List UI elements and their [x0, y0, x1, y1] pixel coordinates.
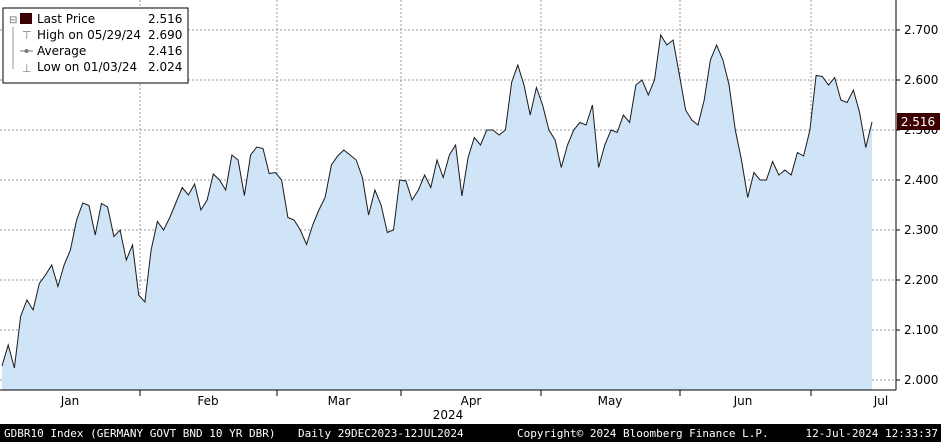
x-year-label: 2024: [433, 408, 464, 422]
footer-range: Daily 29DEC2023-12JUL2024: [298, 427, 464, 440]
legend-last-price-swatch: [20, 13, 32, 24]
x-tick-label: Apr: [461, 394, 482, 408]
y-tick-label: 2.000: [904, 373, 938, 387]
legend-average-label: Average: [37, 44, 86, 58]
legend-box: [2, 7, 189, 84]
x-tick-label: Jun: [733, 394, 753, 408]
footer-ticker-info: GDBR10 Index (GERMANY GOVT BND 10 YR DBR…: [4, 427, 276, 440]
series-area-fill: [2, 35, 872, 390]
legend-average-value: 2.416: [148, 44, 182, 58]
y-tick-label: 2.700: [904, 23, 938, 37]
legend-last-price-label: Last Price: [37, 12, 95, 26]
footer-copyright: Copyright© 2024 Bloomberg Finance L.P.: [517, 427, 769, 440]
series-line-last-price: [1, 33, 873, 369]
x-tick-label: Mar: [328, 394, 351, 408]
legend-low-value: 2.024: [148, 60, 182, 74]
last-value-marker-bg: [897, 113, 940, 130]
price-line: [1, 33, 873, 369]
legend-high-icon: ⊤: [22, 29, 32, 42]
legend-low-icon: ⊥: [22, 62, 32, 75]
legend-last-price-value: 2.516: [148, 12, 182, 26]
x-tick-label: Jan: [60, 394, 80, 408]
x-axis-ticks: Jan Feb Mar Apr May Jun Jul: [60, 390, 888, 408]
x-tick-label: May: [598, 394, 623, 408]
footer-bar: GDBR10 Index (GERMANY GOVT BND 10 YR DBR…: [4, 427, 938, 440]
legend-average-icon: [24, 49, 29, 53]
x-tick-label: Jul: [873, 394, 888, 408]
legend-high-label: High on 05/29/24: [37, 28, 141, 42]
footer-timestamp: 12-Jul-2024 12:33:37: [806, 427, 938, 440]
y-tick-label: 2.100: [904, 323, 938, 337]
price-area: [2, 35, 872, 390]
y-tick-label: 2.200: [904, 273, 938, 287]
x-tick-label: Feb: [197, 394, 218, 408]
y-axis-panel: [896, 0, 941, 390]
y-tick-label: 2.400: [904, 173, 938, 187]
last-value-marker: 2.516: [897, 113, 940, 130]
legend: ⊟ Last Price 2.516 ⊤ High on 05/29/24 2.…: [2, 7, 189, 84]
last-value-marker-text: 2.516: [901, 115, 935, 129]
legend-collapse-icon[interactable]: ⊟: [9, 15, 17, 26]
legend-high-value: 2.690: [148, 28, 182, 42]
y-tick-label: 2.300: [904, 223, 938, 237]
x-axis-panel: [0, 390, 896, 424]
x-axis-panel-corner: [896, 390, 941, 424]
y-tick-label: 2.600: [904, 73, 938, 87]
legend-low-label: Low on 01/03/24: [37, 60, 137, 74]
